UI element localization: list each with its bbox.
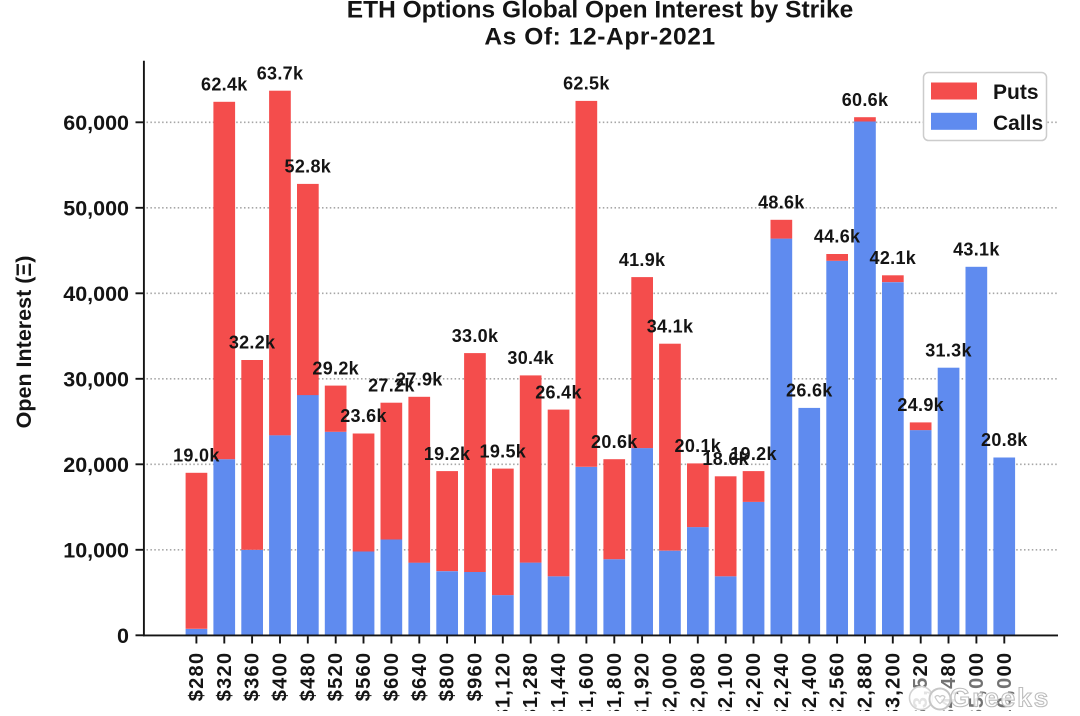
svg-text:43.1k: 43.1k xyxy=(953,240,1000,260)
svg-text:$1,440: $1,440 xyxy=(548,652,570,711)
svg-text:0: 0 xyxy=(117,624,129,648)
svg-text:Calls: Calls xyxy=(993,112,1043,135)
svg-text:$2,560: $2,560 xyxy=(827,652,849,711)
svg-text:$3,200: $3,200 xyxy=(882,652,904,711)
svg-text:$5,000: $5,000 xyxy=(966,652,988,711)
svg-text:19.5k: 19.5k xyxy=(480,441,527,461)
svg-text:24.9k: 24.9k xyxy=(897,395,944,415)
svg-text:$1,120: $1,120 xyxy=(492,652,514,711)
svg-text:$360: $360 xyxy=(242,652,264,702)
svg-text:$2,080: $2,080 xyxy=(687,652,709,711)
svg-text:18.6k: 18.6k xyxy=(702,449,749,469)
svg-text:$280: $280 xyxy=(186,652,208,702)
svg-text:29.2k: 29.2k xyxy=(312,358,359,378)
svg-text:$2,100: $2,100 xyxy=(715,652,737,711)
svg-text:$2,240: $2,240 xyxy=(771,652,793,711)
svg-text:Open Interest (Ξ): Open Interest (Ξ) xyxy=(12,256,36,429)
svg-text:20,000: 20,000 xyxy=(63,453,129,477)
svg-text:26.6k: 26.6k xyxy=(786,381,833,401)
svg-text:50,000: 50,000 xyxy=(63,196,129,220)
svg-text:48.6k: 48.6k xyxy=(758,193,805,213)
svg-text:$600: $600 xyxy=(381,652,403,702)
svg-text:20.6k: 20.6k xyxy=(591,432,638,452)
svg-text:31.3k: 31.3k xyxy=(925,340,972,360)
svg-text:34.1k: 34.1k xyxy=(647,316,694,336)
svg-text:33.0k: 33.0k xyxy=(452,326,499,346)
svg-text:$1,600: $1,600 xyxy=(576,652,598,711)
svg-text:$800: $800 xyxy=(437,652,459,702)
svg-text:20.1k: 20.1k xyxy=(675,436,722,456)
svg-text:$10,000: $10,000 xyxy=(994,652,1016,711)
svg-text:52.8k: 52.8k xyxy=(285,157,332,177)
svg-text:62.4k: 62.4k xyxy=(201,75,248,95)
svg-text:42.1k: 42.1k xyxy=(870,248,917,268)
svg-text:$400: $400 xyxy=(270,652,292,702)
svg-text:19.2k: 19.2k xyxy=(730,444,777,464)
svg-text:$320: $320 xyxy=(214,652,236,702)
svg-text:27.2k: 27.2k xyxy=(368,375,415,395)
svg-text:Puts: Puts xyxy=(993,81,1039,104)
svg-text:23.6k: 23.6k xyxy=(340,406,387,426)
svg-text:63.7k: 63.7k xyxy=(257,63,304,83)
svg-text:60.6k: 60.6k xyxy=(842,90,889,110)
svg-text:32.2k: 32.2k xyxy=(229,333,276,353)
svg-text:$2,400: $2,400 xyxy=(799,652,821,711)
svg-text:$560: $560 xyxy=(353,652,375,702)
svg-text:ETH Options Global Open Intere: ETH Options Global Open Interest by Stri… xyxy=(347,0,853,24)
svg-text:19.0k: 19.0k xyxy=(173,446,220,466)
svg-text:20.8k: 20.8k xyxy=(981,430,1028,450)
svg-text:$1,920: $1,920 xyxy=(632,652,654,711)
svg-text:Greeks: Greeks xyxy=(950,683,1050,712)
svg-text:27.9k: 27.9k xyxy=(396,370,443,390)
svg-text:60,000: 60,000 xyxy=(63,111,129,135)
svg-text:$2,200: $2,200 xyxy=(743,652,765,711)
svg-text:As Of: 12-Apr-2021: As Of: 12-Apr-2021 xyxy=(484,23,715,50)
svg-text:$2,880: $2,880 xyxy=(855,652,877,711)
svg-text:$480: $480 xyxy=(297,652,319,702)
svg-text:$2,000: $2,000 xyxy=(660,652,682,711)
svg-text:$960: $960 xyxy=(465,652,487,702)
svg-text:62.5k: 62.5k xyxy=(563,74,610,94)
svg-text:30.4k: 30.4k xyxy=(507,348,554,368)
svg-text:$520: $520 xyxy=(325,652,347,702)
svg-text:44.6k: 44.6k xyxy=(814,227,861,247)
svg-text:$1,800: $1,800 xyxy=(604,652,626,711)
svg-text:$640: $640 xyxy=(409,652,431,702)
svg-text:41.9k: 41.9k xyxy=(619,250,666,270)
svg-text:19.2k: 19.2k xyxy=(424,444,471,464)
svg-text:30,000: 30,000 xyxy=(63,367,129,391)
svg-text:40,000: 40,000 xyxy=(63,282,129,306)
svg-text:$1,280: $1,280 xyxy=(520,652,542,711)
svg-text:10,000: 10,000 xyxy=(63,538,129,562)
svg-text:26.4k: 26.4k xyxy=(535,382,582,402)
